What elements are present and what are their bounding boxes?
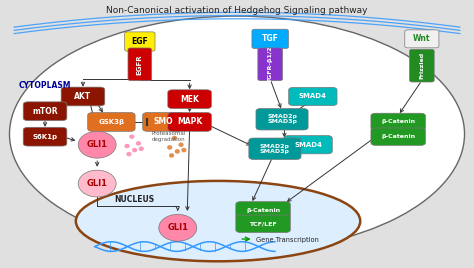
- Text: SMO: SMO: [154, 117, 173, 126]
- Text: CYTOPLASM: CYTOPLASM: [19, 81, 72, 90]
- Ellipse shape: [178, 143, 184, 147]
- Text: SMAD4: SMAD4: [299, 94, 327, 99]
- FancyBboxPatch shape: [410, 49, 434, 82]
- FancyBboxPatch shape: [249, 138, 301, 159]
- FancyBboxPatch shape: [168, 113, 211, 131]
- Text: MEK: MEK: [180, 95, 199, 104]
- Text: GSK3β: GSK3β: [98, 119, 125, 125]
- Text: GLI1: GLI1: [167, 223, 188, 232]
- Text: Non-Canonical activation of Hedgehog Signaling pathway: Non-Canonical activation of Hedgehog Sig…: [106, 6, 368, 15]
- FancyBboxPatch shape: [128, 48, 152, 81]
- Ellipse shape: [136, 141, 141, 146]
- Ellipse shape: [129, 135, 135, 139]
- Text: β-Catenin: β-Catenin: [381, 120, 415, 124]
- Ellipse shape: [78, 131, 116, 158]
- Ellipse shape: [181, 148, 186, 152]
- Text: β-Catenin: β-Catenin: [381, 134, 415, 139]
- Text: Proteasomal
degradation: Proteasomal degradation: [152, 131, 186, 142]
- Text: S6K1p: S6K1p: [32, 134, 58, 140]
- Text: Gene Transcription: Gene Transcription: [256, 237, 319, 243]
- Text: GLI1: GLI1: [87, 179, 108, 188]
- Text: NUCLEUS: NUCLEUS: [114, 195, 154, 204]
- FancyBboxPatch shape: [284, 136, 332, 154]
- Ellipse shape: [126, 152, 131, 157]
- FancyBboxPatch shape: [256, 109, 308, 130]
- Text: EGFR: EGFR: [137, 54, 143, 75]
- Ellipse shape: [78, 170, 116, 197]
- FancyBboxPatch shape: [143, 113, 184, 131]
- Text: mTOR: mTOR: [32, 107, 58, 116]
- Ellipse shape: [169, 153, 174, 158]
- FancyBboxPatch shape: [252, 29, 288, 49]
- Ellipse shape: [9, 16, 465, 252]
- Text: AKT: AKT: [74, 92, 91, 101]
- Ellipse shape: [159, 214, 197, 241]
- Text: β-Catenin: β-Catenin: [246, 208, 280, 213]
- FancyBboxPatch shape: [289, 87, 337, 106]
- Text: SMAD2p
SMAD3p: SMAD2p SMAD3p: [260, 144, 290, 154]
- FancyBboxPatch shape: [405, 30, 439, 48]
- Text: Wnt: Wnt: [413, 34, 430, 43]
- Ellipse shape: [174, 149, 180, 154]
- FancyBboxPatch shape: [236, 202, 290, 219]
- Ellipse shape: [167, 145, 172, 150]
- FancyBboxPatch shape: [371, 113, 425, 131]
- Ellipse shape: [132, 148, 137, 152]
- FancyBboxPatch shape: [236, 215, 290, 232]
- Ellipse shape: [138, 146, 144, 151]
- Ellipse shape: [124, 144, 130, 148]
- FancyBboxPatch shape: [258, 48, 283, 81]
- FancyBboxPatch shape: [23, 102, 67, 121]
- Text: TGFR-β1/2: TGFR-β1/2: [268, 46, 273, 83]
- Text: Frizzled: Frizzled: [419, 52, 424, 79]
- FancyBboxPatch shape: [23, 127, 67, 146]
- Text: GLI1: GLI1: [87, 140, 108, 149]
- Text: TCF/LEF: TCF/LEF: [249, 221, 277, 226]
- Text: EGF: EGF: [131, 37, 148, 46]
- FancyBboxPatch shape: [61, 87, 105, 106]
- Text: SMAD2p
SMAD3p: SMAD2p SMAD3p: [267, 114, 297, 124]
- Ellipse shape: [172, 136, 177, 140]
- FancyBboxPatch shape: [125, 32, 155, 51]
- FancyBboxPatch shape: [168, 90, 211, 109]
- Text: MAPK: MAPK: [177, 117, 202, 126]
- FancyBboxPatch shape: [371, 128, 425, 145]
- Text: SMAD4: SMAD4: [294, 142, 322, 148]
- FancyBboxPatch shape: [88, 113, 135, 131]
- Text: TGF: TGF: [262, 34, 279, 43]
- Ellipse shape: [76, 181, 360, 261]
